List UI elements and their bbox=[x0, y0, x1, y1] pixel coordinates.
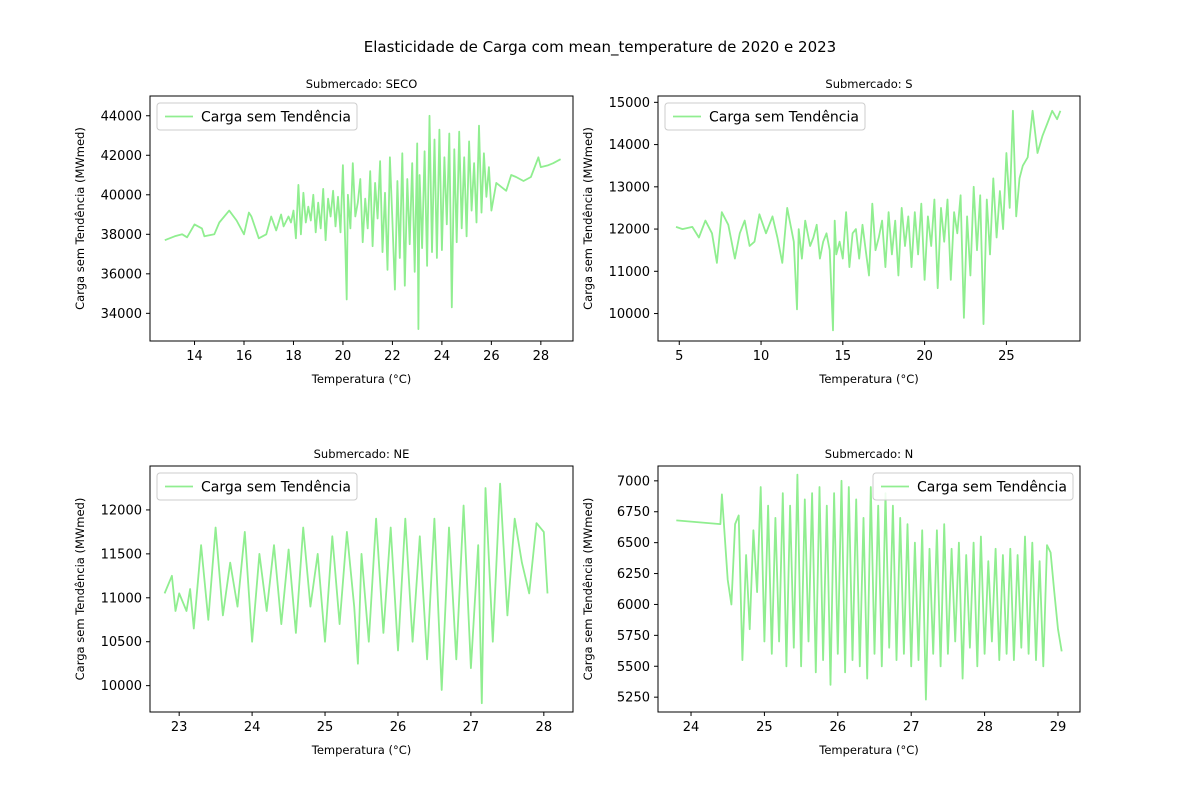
x-tick-label: 27 bbox=[903, 720, 920, 735]
y-tick-label: 6000 bbox=[617, 598, 650, 613]
axes-frame bbox=[657, 465, 1081, 713]
legend: Carga sem Tendência bbox=[156, 102, 358, 131]
subplot-2: Submercado: S 5 10 15 20 25 10000 11000 12000 130… bbox=[581, 77, 1081, 386]
legend-box bbox=[156, 472, 358, 501]
x-axis-label: Temperatura (°C) bbox=[818, 372, 918, 386]
legend-label: Carga sem Tendência bbox=[201, 480, 351, 496]
y-tick-label: 5250 bbox=[617, 691, 650, 706]
subplot-1: Submercado: SECO 14 16 18 20 22 24 26 28 34000 360… bbox=[73, 77, 574, 386]
y-axis-label: Carga sem Tendência (MWmed) bbox=[73, 498, 87, 681]
legend-box bbox=[872, 472, 1074, 501]
y-tick-label: 6500 bbox=[617, 536, 650, 551]
y-tick-label: 6250 bbox=[617, 567, 650, 582]
x-tick-label: 22 bbox=[384, 349, 401, 364]
x-axis-label: Temperatura (°C) bbox=[818, 743, 918, 757]
series-line-1 bbox=[163, 482, 549, 705]
y-tick-label: 42000 bbox=[101, 149, 142, 164]
y-tick-label: 10000 bbox=[609, 307, 650, 322]
x-tick-label: 23 bbox=[171, 720, 188, 735]
x-axis-label: Temperatura (°C) bbox=[311, 372, 411, 386]
x-tick-label: 15 bbox=[835, 349, 852, 364]
y-tick-label: 11500 bbox=[101, 547, 142, 562]
y-tick-label: 15000 bbox=[609, 96, 650, 111]
y-tick-label: 10500 bbox=[101, 635, 142, 650]
y-tick-label: 44000 bbox=[101, 109, 142, 124]
figure-title: Elasticidade de Carga com mean_temperatu… bbox=[364, 38, 836, 57]
x-tick-label: 28 bbox=[536, 720, 553, 735]
subplot-title: Submercado: NE bbox=[314, 447, 410, 461]
y-tick-label: 5500 bbox=[617, 660, 650, 675]
y-axis-label: Carga sem Tendência (MWmed) bbox=[581, 127, 595, 310]
x-tick-label: 20 bbox=[335, 349, 352, 364]
y-tick-label: 10000 bbox=[101, 679, 142, 694]
x-tick-label: 25 bbox=[998, 349, 1015, 364]
x-tick-label: 29 bbox=[1050, 720, 1067, 735]
y-tick-label: 36000 bbox=[101, 267, 142, 282]
subplot-title: Submercado: SECO bbox=[306, 77, 418, 91]
x-tick-label: 28 bbox=[533, 349, 550, 364]
x-tick-label: 24 bbox=[683, 720, 700, 735]
x-axis-label: Temperatura (°C) bbox=[311, 743, 411, 757]
series-line-1 bbox=[676, 473, 1063, 701]
x-tick-label: 26 bbox=[483, 349, 500, 364]
y-axis-label: Carga sem Tendência (MWmed) bbox=[581, 498, 595, 681]
y-tick-label: 11000 bbox=[101, 591, 142, 606]
y-tick-label: 38000 bbox=[101, 228, 142, 243]
x-tick-label: 28 bbox=[976, 720, 993, 735]
x-tick-label: 16 bbox=[236, 349, 253, 364]
x-tick-label: 14 bbox=[186, 349, 203, 364]
x-tick-label: 26 bbox=[390, 720, 407, 735]
subplot-3: Submercado: NE 23 24 25 26 27 28 10000 10500 1100… bbox=[73, 447, 574, 757]
x-tick-label: 20 bbox=[916, 349, 933, 364]
y-tick-label: 11000 bbox=[609, 265, 650, 280]
y-tick-label: 7000 bbox=[617, 474, 650, 489]
subplot-4: Submercado: N 24 25 26 27 28 29 5250 5500 5750 600… bbox=[581, 447, 1081, 757]
x-tick-label: 18 bbox=[285, 349, 302, 364]
legend: Carga sem Tendência bbox=[156, 472, 358, 501]
series-line-1 bbox=[675, 109, 1062, 332]
legend: Carga sem Tendência bbox=[664, 102, 866, 131]
y-tick-label: 34000 bbox=[101, 307, 142, 322]
x-tick-label: 10 bbox=[753, 349, 770, 364]
x-tick-label: 26 bbox=[830, 720, 847, 735]
subplot-title: Submercado: S bbox=[825, 77, 912, 91]
legend-box bbox=[664, 102, 866, 131]
legend: Carga sem Tendência bbox=[872, 472, 1074, 501]
x-tick-label: 24 bbox=[434, 349, 451, 364]
y-tick-label: 12000 bbox=[609, 223, 650, 238]
y-tick-label: 5750 bbox=[617, 629, 650, 644]
legend-label: Carga sem Tendência bbox=[709, 110, 859, 126]
y-tick-label: 12000 bbox=[101, 503, 142, 518]
axes-frame bbox=[149, 95, 574, 342]
y-tick-label: 13000 bbox=[609, 180, 650, 195]
subplot-title: Submercado: N bbox=[825, 447, 913, 461]
x-tick-label: 25 bbox=[756, 720, 773, 735]
y-tick-label: 40000 bbox=[101, 188, 142, 203]
axes-frame bbox=[149, 465, 574, 713]
y-tick-label: 6750 bbox=[617, 505, 650, 520]
series-line-1 bbox=[164, 114, 562, 331]
x-tick-label: 27 bbox=[463, 720, 480, 735]
y-axis-label: Carga sem Tendência (MWmed) bbox=[73, 127, 87, 310]
legend-label: Carga sem Tendência bbox=[917, 480, 1067, 496]
legend-label: Carga sem Tendência bbox=[201, 110, 351, 126]
x-tick-label: 24 bbox=[244, 720, 261, 735]
legend-box bbox=[156, 102, 358, 131]
x-tick-label: 5 bbox=[675, 349, 683, 364]
subplots: Submercado: SECO 14 16 18 20 22 24 26 28 34000 360… bbox=[73, 77, 1081, 757]
y-tick-label: 14000 bbox=[609, 138, 650, 153]
axes-frame bbox=[657, 95, 1081, 342]
x-tick-label: 25 bbox=[317, 720, 334, 735]
